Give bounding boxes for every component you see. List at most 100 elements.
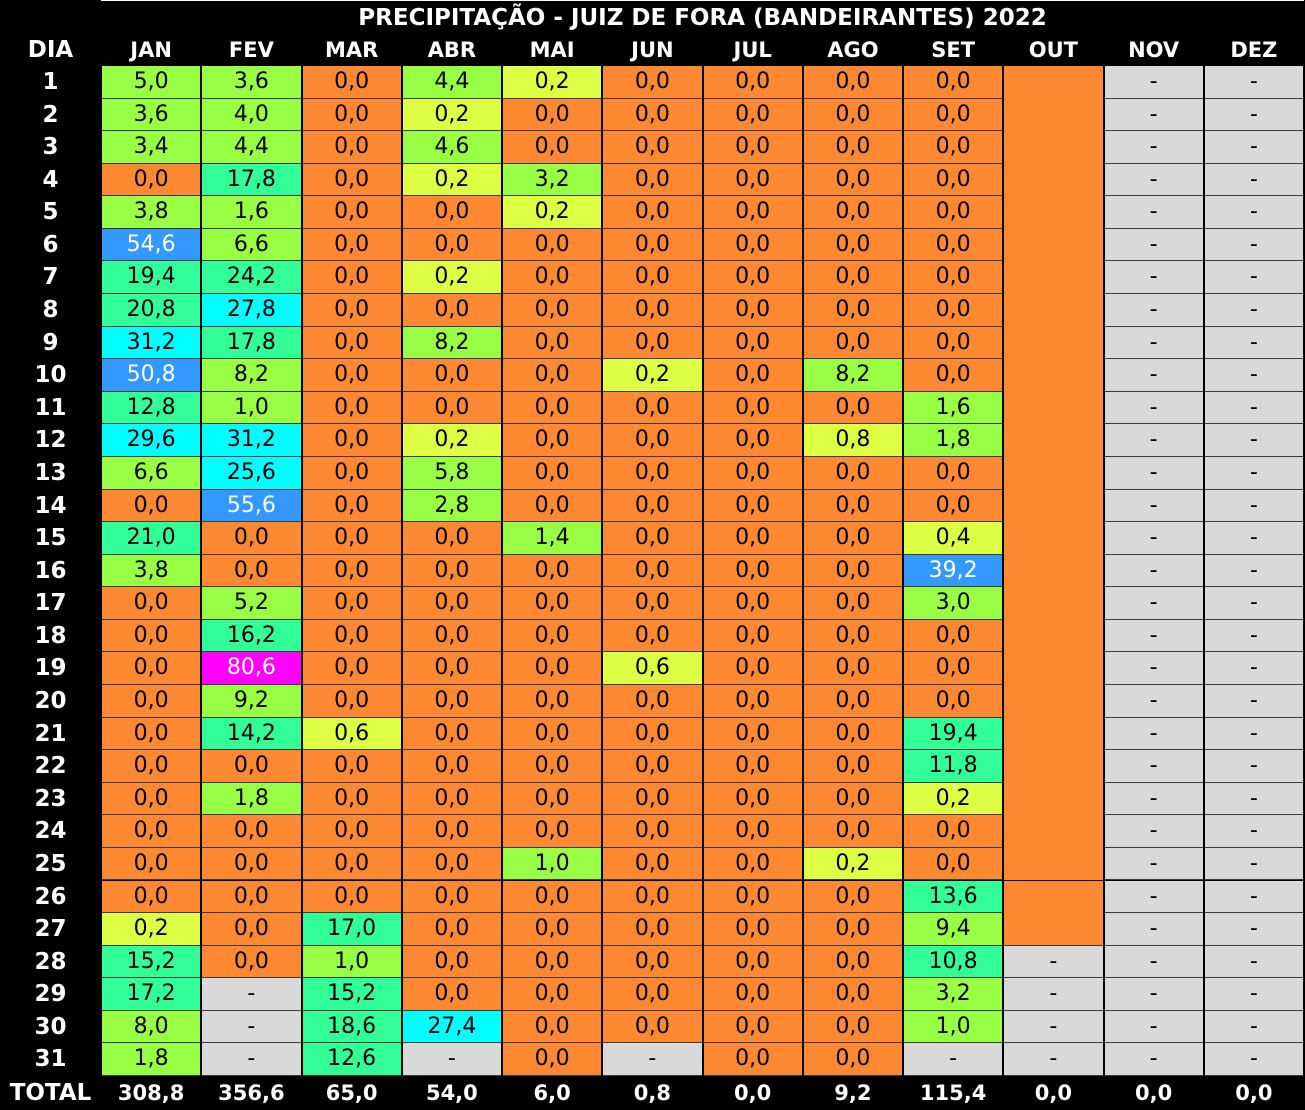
- value-cell: 0,0: [904, 456, 1003, 490]
- value-cell: -: [1104, 880, 1203, 914]
- value-cell: -: [1204, 782, 1303, 816]
- month-header-jan: JAN: [130, 38, 172, 62]
- value-cell: 0,0: [503, 913, 602, 946]
- value-cell: 0,0: [703, 587, 802, 620]
- value-cell: 0,0: [402, 815, 501, 848]
- value-cell: -: [202, 1043, 301, 1076]
- value-cell: 1,8: [102, 1043, 201, 1076]
- value-cell: -: [1204, 456, 1303, 490]
- value-cell: 0,0: [402, 294, 501, 327]
- value-cell: 0,0: [703, 815, 802, 848]
- value-cell: -: [1004, 978, 1103, 1011]
- value-cell: 0,0: [803, 652, 902, 686]
- value-cell: 0,0: [603, 391, 702, 425]
- day-label: 20: [34, 688, 67, 715]
- day-label: 12: [34, 427, 67, 454]
- day-label: 18: [34, 622, 67, 649]
- value-cell: 0,0: [102, 815, 201, 848]
- value-cell: 0,0: [904, 261, 1003, 295]
- total-value: 0,0: [734, 1081, 772, 1105]
- value-cell: 0,0: [703, 978, 802, 1011]
- value-cell: 0,0: [603, 750, 702, 783]
- value-cell: 0,2: [803, 847, 902, 881]
- value-cell: 0,0: [102, 782, 201, 816]
- value-cell: 0,0: [703, 294, 802, 327]
- value-cell: 0,0: [904, 163, 1003, 197]
- value-cell: 3,2: [503, 163, 602, 197]
- value-cell: 0,0: [402, 554, 501, 588]
- value-cell: 0,0: [703, 1043, 802, 1076]
- value-cell: -: [202, 978, 301, 1011]
- value-cell: 0,0: [302, 619, 401, 653]
- month-header-jun: JUN: [631, 38, 674, 62]
- value-cell: 0,0: [803, 978, 902, 1011]
- value-cell: 0,0: [503, 554, 602, 588]
- value-cell: 0,0: [402, 228, 501, 262]
- value-cell: 1,6: [904, 391, 1003, 425]
- day-label: 27: [34, 916, 67, 943]
- value-cell: [1004, 717, 1103, 751]
- value-cell: [1004, 554, 1103, 588]
- value-cell: [1004, 228, 1103, 262]
- value-cell: 0,0: [202, 847, 301, 881]
- value-cell: -: [1204, 815, 1303, 848]
- value-cell: 17,8: [202, 163, 301, 197]
- value-cell: 3,6: [202, 66, 301, 99]
- value-cell: 0,0: [803, 880, 902, 914]
- value-cell: 0,0: [102, 717, 201, 751]
- value-cell: 0,0: [904, 294, 1003, 327]
- value-cell: 0,0: [803, 1010, 902, 1044]
- value-cell: 0,0: [402, 685, 501, 718]
- value-cell: 0,0: [503, 131, 602, 164]
- value-cell: [1004, 489, 1103, 523]
- day-label: 8: [42, 297, 59, 324]
- value-cell: 0,0: [904, 652, 1003, 686]
- value-cell: 0,0: [603, 847, 702, 881]
- value-cell: 0,2: [402, 261, 501, 295]
- value-cell: 0,0: [503, 228, 602, 262]
- value-cell: [1004, 782, 1103, 816]
- value-cell: 0,0: [503, 326, 602, 360]
- value-cell: 0,4: [904, 522, 1003, 555]
- day-label: 15: [34, 525, 67, 552]
- value-cell: 0,0: [202, 554, 301, 588]
- value-cell: 0,0: [803, 815, 902, 848]
- value-cell: 0,0: [402, 391, 501, 425]
- day-label: 1: [42, 69, 59, 95]
- value-cell: 0,0: [703, 847, 802, 881]
- month-header-set: SET: [931, 38, 976, 62]
- value-cell: 0,0: [503, 391, 602, 425]
- value-cell: 0,0: [603, 196, 702, 229]
- value-cell: -: [1104, 652, 1203, 686]
- value-cell: 0,0: [402, 880, 501, 914]
- day-label: 24: [34, 818, 67, 845]
- month-header-out: OUT: [1028, 38, 1078, 62]
- value-cell: 0,0: [503, 717, 602, 751]
- value-cell: 0,0: [302, 228, 401, 262]
- month-header-dez: DEZ: [1230, 38, 1278, 62]
- value-cell: 0,2: [102, 913, 201, 946]
- value-cell: 0,0: [603, 880, 702, 914]
- value-cell: -: [1104, 489, 1203, 523]
- value-cell: 0,0: [302, 522, 401, 555]
- value-cell: 25,6: [202, 456, 301, 490]
- value-cell: 14,2: [202, 717, 301, 751]
- value-cell: 1,0: [904, 1010, 1003, 1044]
- total-value: 308,8: [117, 1081, 185, 1105]
- day-label: 4: [42, 166, 59, 193]
- value-cell: 0,0: [102, 847, 201, 881]
- value-cell: 0,0: [603, 978, 702, 1011]
- value-cell: 0,0: [603, 522, 702, 555]
- value-cell: 0,0: [603, 131, 702, 164]
- value-cell: -: [1004, 1010, 1103, 1044]
- value-cell: -: [1104, 685, 1203, 718]
- value-cell: 0,0: [402, 619, 501, 653]
- value-cell: 0,0: [503, 489, 602, 523]
- value-cell: 18,6: [302, 1010, 401, 1044]
- value-cell: -: [1104, 359, 1203, 392]
- value-cell: 5,0: [102, 66, 201, 99]
- value-cell: -: [1104, 619, 1203, 653]
- value-cell: 0,0: [302, 359, 401, 392]
- value-cell: 0,0: [603, 98, 702, 132]
- value-cell: 0,0: [703, 1010, 802, 1044]
